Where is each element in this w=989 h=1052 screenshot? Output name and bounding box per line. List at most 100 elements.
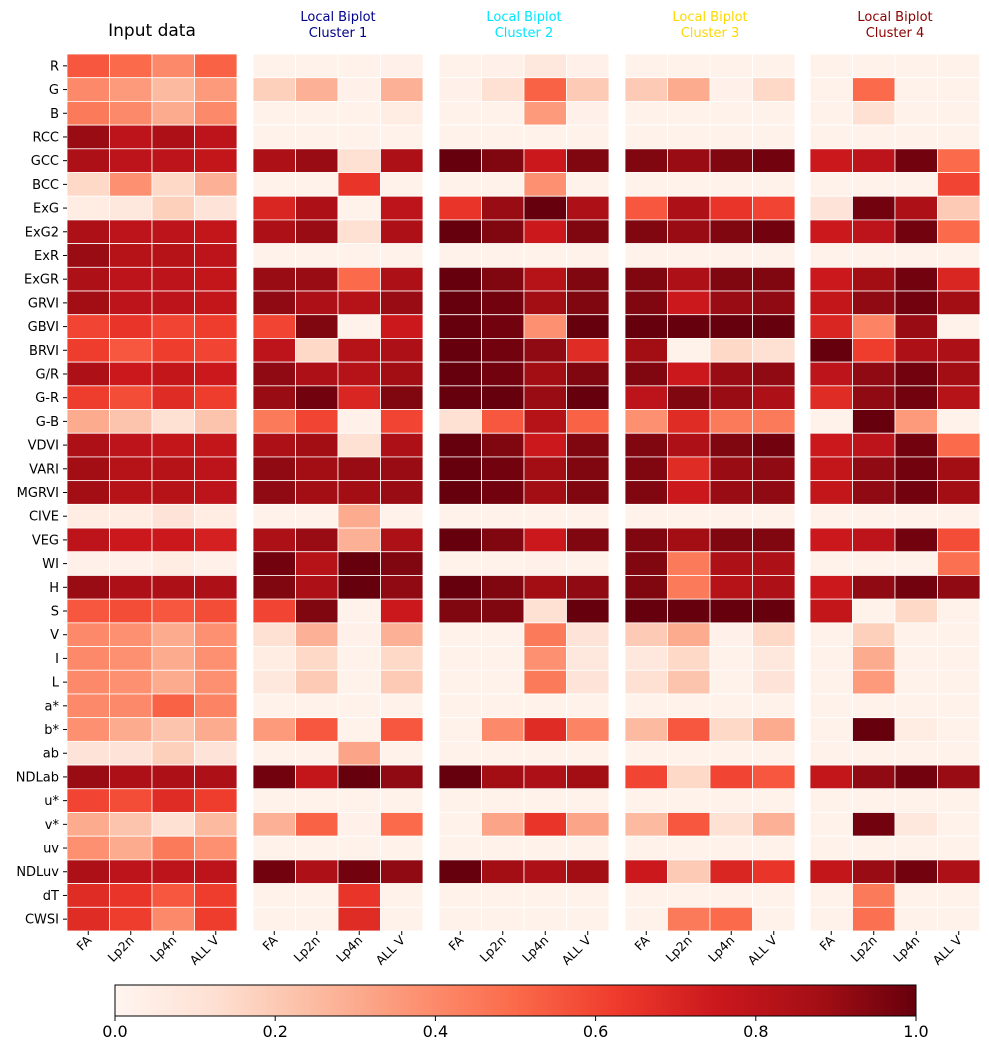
heatmap-cell <box>438 740 482 766</box>
heatmap-cell <box>295 859 339 884</box>
y-tick-label: G <box>49 83 59 98</box>
heatmap-cell <box>337 432 381 458</box>
x-tick-label: ALL V <box>745 932 781 968</box>
heatmap-cell <box>438 195 482 221</box>
heatmap-cell <box>752 906 796 932</box>
heatmap-cell <box>337 812 381 837</box>
heatmap-cell <box>809 432 853 458</box>
heatmap-cell <box>380 243 424 268</box>
heatmap-cell <box>109 906 153 932</box>
heatmap-cell <box>709 527 753 553</box>
heatmap-cell <box>438 693 482 719</box>
y-tick-label: BCC <box>32 178 59 193</box>
heatmap-cell <box>151 906 195 932</box>
heatmap-cell <box>852 195 896 221</box>
heatmap-cell <box>337 883 381 908</box>
heatmap-cell <box>295 432 339 458</box>
heatmap-cell <box>252 693 296 719</box>
heatmap-cell <box>337 859 381 884</box>
heatmap-cell <box>624 859 668 884</box>
heatmap-cell <box>66 172 110 197</box>
x-tick-label: ALL V <box>559 932 595 968</box>
y-tick-label: BRVI <box>29 344 59 359</box>
heatmap-cell <box>109 148 153 173</box>
heatmap-cell <box>624 409 668 434</box>
heatmap-cell <box>252 622 296 647</box>
heatmap-cell <box>151 740 195 766</box>
heatmap-cell <box>194 598 238 624</box>
heatmap-cell <box>109 693 153 719</box>
heatmap-cell <box>667 622 711 647</box>
heatmap-cell <box>624 646 668 671</box>
heatmap-cell <box>66 385 110 410</box>
heatmap-cell <box>438 456 482 482</box>
heatmap-cell <box>709 669 753 695</box>
heatmap-panel: Input data FA Lp2n Lp4n ALL V <box>66 21 238 968</box>
heatmap-cell <box>337 195 381 221</box>
heatmap-cell <box>566 290 610 316</box>
heatmap-cell <box>894 812 938 837</box>
heatmap-cell <box>809 693 853 719</box>
heatmap-cell <box>380 266 424 292</box>
heatmap-cell <box>624 361 668 387</box>
y-tick-label: I <box>55 652 59 667</box>
heatmap-cell <box>481 172 525 197</box>
heatmap-cell <box>523 266 567 292</box>
heatmap-cell <box>624 77 668 102</box>
heatmap-cell <box>380 575 424 600</box>
heatmap-cell <box>809 669 853 695</box>
heatmap-cell <box>295 598 339 624</box>
y-tick-label: b* <box>44 723 59 738</box>
heatmap-cell <box>566 266 610 292</box>
heatmap-cell <box>667 883 711 908</box>
heatmap-cell <box>709 503 753 529</box>
heatmap-cell <box>438 290 482 316</box>
heatmap-cell <box>624 172 668 197</box>
heatmap-cell <box>151 314 195 339</box>
heatmap-cell <box>66 812 110 837</box>
heatmap-cell <box>809 740 853 766</box>
heatmap-cell <box>481 456 525 482</box>
heatmap-cell <box>109 883 153 908</box>
heatmap-cell <box>380 409 424 434</box>
heatmap-cell <box>852 835 896 861</box>
heatmap-cell <box>523 788 567 813</box>
heatmap-cell <box>894 717 938 742</box>
heatmap-cell <box>380 314 424 339</box>
heatmap-cell <box>709 622 753 647</box>
heatmap-cell <box>852 480 896 505</box>
heatmap-cell <box>337 456 381 482</box>
y-tick-label: GBVI <box>28 320 59 335</box>
heatmap-cell <box>523 527 567 553</box>
heatmap-cell <box>523 409 567 434</box>
heatmap-cell <box>709 456 753 482</box>
heatmap-cell <box>252 148 296 173</box>
heatmap-cell <box>667 646 711 671</box>
heatmap-cell <box>894 77 938 102</box>
heatmap-cell <box>438 101 482 126</box>
heatmap-cell <box>194 266 238 292</box>
heatmap-cell <box>752 693 796 719</box>
heatmap-cell <box>937 859 981 884</box>
y-tick-label: G-R <box>35 391 59 406</box>
colorbar-tick-label: 0.6 <box>583 1022 608 1041</box>
heatmap-cell <box>438 812 482 837</box>
heatmap-cell <box>709 53 753 79</box>
heatmap-cell <box>523 148 567 173</box>
heatmap-cell <box>380 740 424 766</box>
heatmap-cell <box>894 551 938 576</box>
heatmap-cell <box>709 883 753 908</box>
heatmap-cell <box>151 764 195 790</box>
colorbar-gradient <box>114 984 917 1017</box>
heatmap-cell <box>295 195 339 221</box>
heatmap-cell <box>109 622 153 647</box>
heatmap-cell <box>852 101 896 126</box>
heatmap-cell <box>109 432 153 458</box>
heatmap-cell <box>380 219 424 245</box>
heatmap-cell <box>109 266 153 292</box>
y-tick-label: VARI <box>29 462 59 477</box>
heatmap-cell <box>151 124 195 150</box>
heatmap-cell <box>852 243 896 268</box>
heatmap-cell <box>380 124 424 150</box>
